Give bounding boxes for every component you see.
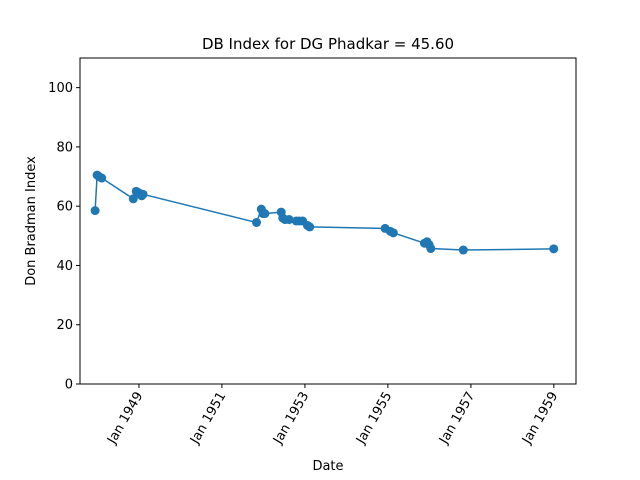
data-point [388,228,398,238]
data-point [138,189,148,199]
chart-title: DB Index for DG Phadkar = 45.60 [202,35,454,53]
y-tick-label: 40 [56,259,73,274]
x-tick-label: Jan 1949 [104,390,146,448]
y-tick-label: 100 [48,81,73,96]
plot-area [90,170,559,255]
data-point [549,244,559,254]
y-tick-label: 0 [65,378,73,393]
y-axis-label: Don Bradman Index [24,156,39,286]
data-point [284,215,294,225]
data-point [252,217,262,227]
data-point [90,206,100,216]
data-point [426,244,436,254]
plot-frame [79,57,577,385]
data-point [458,245,468,255]
y-tick-label: 60 [56,200,73,215]
x-axis: Jan 1949 Jan 1951 Jan 1953 Jan 1955 Jan 1957… [104,384,561,447]
x-tick-label: Jan 1951 [187,390,229,448]
data-point [305,222,315,232]
x-tick-label: Jan 1957 [436,390,478,448]
data-point [128,194,138,204]
x-tick-label: Jan 1955 [353,390,395,448]
series-line [94,173,554,251]
data-point [97,173,107,183]
data-point [260,209,270,219]
x-axis-label: Date [312,459,343,474]
y-tick-label: 20 [56,318,73,333]
y-tick-label: 80 [56,140,73,155]
x-tick-label: Jan 1959 [519,390,561,448]
y-axis: 0 20 40 60 80 100 [48,81,80,393]
x-tick-label: Jan 1953 [270,390,312,448]
